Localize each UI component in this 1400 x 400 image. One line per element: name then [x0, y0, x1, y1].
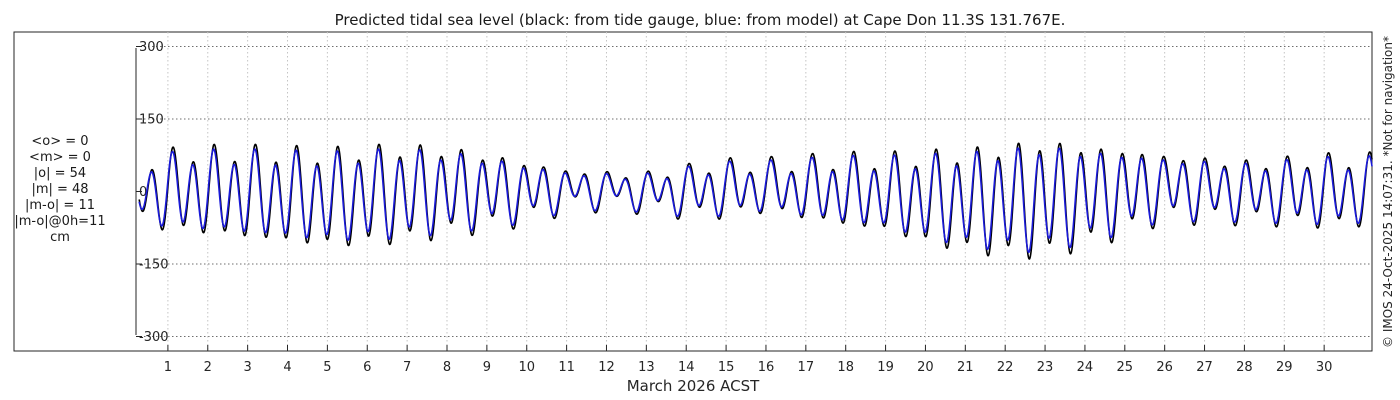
x-tick-label: 20 — [917, 360, 934, 375]
chart-title: Predicted tidal sea level (black: from t… — [335, 11, 1066, 29]
stats-line: |o| = 54 — [34, 166, 86, 181]
x-tick-label: 26 — [1156, 360, 1173, 375]
plot-area — [13, 31, 1373, 352]
x-tick-label: 7 — [403, 360, 411, 375]
x-tick-label: 22 — [997, 360, 1014, 375]
stats-line: cm — [50, 230, 70, 245]
x-tick-label: 9 — [483, 360, 491, 375]
stats-line: <m> = 0 — [29, 150, 91, 165]
x-axis-ticks: 1 2 3 4 5 6 7 8 9 10 11 12 13 14 15 16 17 18 19 20 21 22 23 24 2… — [164, 345, 1333, 375]
stats-line: <o> = 0 — [31, 134, 88, 149]
x-tick-label: 4 — [283, 360, 291, 375]
x-tick-label: 21 — [957, 360, 974, 375]
x-tick-label: 23 — [1037, 360, 1054, 375]
x-tick-label: 17 — [798, 360, 815, 375]
x-tick-label: 24 — [1077, 360, 1094, 375]
y-tick-label: 0 — [139, 185, 147, 200]
x-tick-label: 25 — [1117, 360, 1134, 375]
x-tick-label: 6 — [363, 360, 371, 375]
x-tick-label: 18 — [837, 360, 854, 375]
x-tick-label: 12 — [598, 360, 615, 375]
x-tick-label: 11 — [558, 360, 575, 375]
x-tick-label: 2 — [204, 360, 212, 375]
y-tick-label: 300 — [139, 40, 164, 55]
x-tick-label: 8 — [443, 360, 451, 375]
x-tick-label: 13 — [638, 360, 655, 375]
series-lines — [138, 142, 1373, 260]
series-model — [138, 147, 1373, 254]
x-tick-label: 5 — [323, 360, 331, 375]
x-tick-label: 27 — [1196, 360, 1213, 375]
x-tick-label: 3 — [243, 360, 251, 375]
x-axis-label: March 2026 ACST — [627, 377, 760, 395]
x-tick-label: 1 — [164, 360, 172, 375]
y-tick-label: -300 — [139, 330, 169, 345]
x-tick-label: 14 — [678, 360, 695, 375]
x-tick-label: 30 — [1316, 360, 1333, 375]
x-tick-label: 10 — [518, 360, 535, 375]
x-tick-label: 16 — [758, 360, 775, 375]
stats-line: |m-o|@0h=11 — [14, 214, 105, 229]
stats-line: |m-o| = 11 — [25, 198, 95, 213]
copyright-note: © IMOS 24-Oct-2025 14:07:31. *Not for na… — [1381, 36, 1395, 348]
stats-line: |m| = 48 — [31, 182, 88, 197]
x-tick-label: 29 — [1276, 360, 1293, 375]
grid — [136, 32, 1372, 351]
y-tick-label: -150 — [139, 258, 169, 273]
x-tick-label: 15 — [718, 360, 735, 375]
y-tick-label: 150 — [139, 113, 164, 128]
y-axis-ticks: 300 150 0 -150 -300 — [136, 40, 169, 345]
stats-block: <o> = 0<m> = 0|o| = 54|m| = 48|m-o| = 11… — [14, 134, 105, 245]
x-tick-label: 19 — [877, 360, 894, 375]
x-tick-label: 28 — [1236, 360, 1253, 375]
